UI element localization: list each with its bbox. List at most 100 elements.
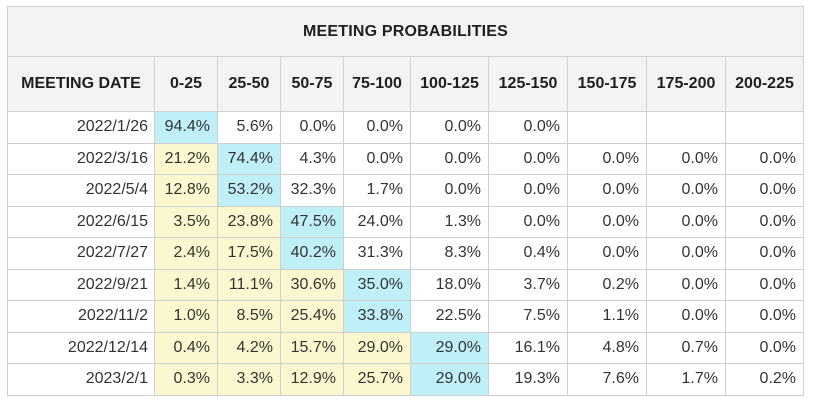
probability-cell: 11.1% bbox=[217, 268, 281, 301]
column-header-50-75: 50-75 bbox=[280, 56, 344, 112]
probability-cell: 0.0% bbox=[724, 237, 805, 270]
column-header-150-175: 150-175 bbox=[567, 56, 647, 112]
probability-cell: 5.6% bbox=[217, 111, 281, 144]
probability-cell: 8.5% bbox=[217, 300, 281, 333]
probability-cell: 0.0% bbox=[724, 300, 805, 333]
meeting-date-cell: 2022/12/14 bbox=[7, 331, 155, 364]
table-row: 2022/1/26 94.4% 5.6% 0.0% 0.0% 0.0% 0.0% bbox=[7, 111, 805, 144]
probability-cell: 0.0% bbox=[724, 205, 805, 238]
probability-cell: 40.2% bbox=[280, 237, 344, 270]
probability-cell: 29.0% bbox=[343, 331, 411, 364]
probability-cell: 0.0% bbox=[646, 300, 726, 333]
probabilities-table-container: MEETING PROBABILITIES MEETING DATE 0-25 2… bbox=[6, 6, 805, 396]
meeting-date-header: MEETING DATE bbox=[7, 56, 155, 112]
probability-cell: 0.3% bbox=[154, 363, 218, 396]
probability-cell: 0.0% bbox=[646, 237, 726, 270]
table-row: 2023/2/1 0.3% 3.3% 12.9% 25.7% 29.0% 19.3% 7.6%… bbox=[7, 363, 805, 396]
probability-cell: 0.0% bbox=[410, 142, 489, 175]
header-row: MEETING DATE 0-25 25-50 50-75 75-100 100-125… bbox=[7, 56, 805, 112]
probability-cell: 3.5% bbox=[154, 205, 218, 238]
probability-cell: 0.4% bbox=[488, 237, 568, 270]
meeting-date-cell: 2022/6/15 bbox=[7, 205, 155, 238]
title-row: MEETING PROBABILITIES bbox=[6, 6, 805, 57]
probability-cell: 12.9% bbox=[280, 363, 344, 396]
column-header-25-50: 25-50 bbox=[217, 56, 281, 112]
probability-cell: 12.8% bbox=[154, 174, 218, 207]
probability-cell: 25.4% bbox=[280, 300, 344, 333]
probability-cell: 1.3% bbox=[410, 205, 489, 238]
probability-cell: 1.1% bbox=[567, 300, 647, 333]
probability-cell: 0.4% bbox=[154, 331, 218, 364]
probability-cell: 1.7% bbox=[343, 174, 411, 207]
probability-cell: 0.0% bbox=[488, 142, 568, 175]
meeting-date-cell: 2022/11/2 bbox=[7, 300, 155, 333]
probability-cell: 23.8% bbox=[217, 205, 281, 238]
table-row: 2022/5/4 12.8% 53.2% 32.3% 1.7% 0.0% 0.0% 0.0% 0… bbox=[7, 174, 805, 207]
probability-cell: 94.4% bbox=[154, 111, 218, 144]
probability-cell bbox=[567, 111, 647, 144]
probability-cell: 1.7% bbox=[646, 363, 726, 396]
probability-cell: 0.0% bbox=[567, 205, 647, 238]
probability-cell: 0.0% bbox=[724, 174, 805, 207]
probability-cell: 0.7% bbox=[646, 331, 726, 364]
probability-cell: 21.2% bbox=[154, 142, 218, 175]
probability-cell: 0.0% bbox=[343, 142, 411, 175]
probability-cell: 0.0% bbox=[646, 142, 726, 175]
probability-cell: 7.6% bbox=[567, 363, 647, 396]
probability-cell: 47.5% bbox=[280, 205, 344, 238]
probability-cell: 4.3% bbox=[280, 142, 344, 175]
probability-cell: 0.0% bbox=[488, 111, 568, 144]
table-row: 2022/7/27 2.4% 17.5% 40.2% 31.3% 8.3% 0.4% 0.0%… bbox=[7, 237, 805, 270]
meeting-date-cell: 2022/5/4 bbox=[7, 174, 155, 207]
probability-cell: 29.0% bbox=[410, 363, 489, 396]
probability-cell: 0.0% bbox=[488, 205, 568, 238]
probability-cell: 18.0% bbox=[410, 268, 489, 301]
table-row: 2022/11/2 1.0% 8.5% 25.4% 33.8% 22.5% 7.5% 1.1%… bbox=[7, 300, 805, 333]
probability-cell: 1.4% bbox=[154, 268, 218, 301]
table-body: 2022/1/26 94.4% 5.6% 0.0% 0.0% 0.0% 0.0% 2022/3… bbox=[7, 111, 805, 396]
probability-cell: 0.0% bbox=[410, 111, 489, 144]
probability-cell: 30.6% bbox=[280, 268, 344, 301]
probability-cell: 3.7% bbox=[488, 268, 568, 301]
probability-cell: 22.5% bbox=[410, 300, 489, 333]
probability-cell: 1.0% bbox=[154, 300, 218, 333]
probability-cell: 4.2% bbox=[217, 331, 281, 364]
probability-cell: 53.2% bbox=[217, 174, 281, 207]
probability-cell: 0.0% bbox=[567, 142, 647, 175]
probability-cell: 4.8% bbox=[567, 331, 647, 364]
column-header-125-150: 125-150 bbox=[488, 56, 568, 112]
probability-cell: 24.0% bbox=[343, 205, 411, 238]
table-row: 2022/9/21 1.4% 11.1% 30.6% 35.0% 18.0% 3.7% 0.2… bbox=[7, 268, 805, 301]
probability-cell: 7.5% bbox=[488, 300, 568, 333]
probability-cell: 8.3% bbox=[410, 237, 489, 270]
table-row: 2022/12/14 0.4% 4.2% 15.7% 29.0% 29.0% 16.1% 4.… bbox=[7, 331, 805, 364]
probability-cell: 0.0% bbox=[646, 268, 726, 301]
column-header-175-200: 175-200 bbox=[646, 56, 726, 112]
table-title: MEETING PROBABILITIES bbox=[6, 6, 805, 57]
probability-cell: 0.0% bbox=[567, 174, 647, 207]
probability-cell: 0.0% bbox=[567, 237, 647, 270]
probability-cell: 35.0% bbox=[343, 268, 411, 301]
probability-cell: 33.8% bbox=[343, 300, 411, 333]
table-row: 2022/6/15 3.5% 23.8% 47.5% 24.0% 1.3% 0.0% 0.0%… bbox=[7, 205, 805, 238]
probability-cell: 0.2% bbox=[724, 363, 805, 396]
probability-cell: 0.0% bbox=[724, 268, 805, 301]
probability-cell: 0.0% bbox=[280, 111, 344, 144]
meeting-date-cell: 2022/9/21 bbox=[7, 268, 155, 301]
probability-cell: 3.3% bbox=[217, 363, 281, 396]
meeting-date-cell: 2022/3/16 bbox=[7, 142, 155, 175]
probability-cell: 17.5% bbox=[217, 237, 281, 270]
probability-cell: 0.0% bbox=[724, 331, 805, 364]
probability-cell: 0.0% bbox=[410, 174, 489, 207]
column-header-100-125: 100-125 bbox=[410, 56, 489, 112]
probability-cell: 0.0% bbox=[724, 142, 805, 175]
probability-cell: 0.0% bbox=[646, 174, 726, 207]
probability-cell: 0.0% bbox=[488, 174, 568, 207]
probability-cell: 19.3% bbox=[488, 363, 568, 396]
probability-cell: 74.4% bbox=[217, 142, 281, 175]
probability-cell: 29.0% bbox=[410, 331, 489, 364]
probability-cell: 2.4% bbox=[154, 237, 218, 270]
meeting-date-cell: 2022/1/26 bbox=[7, 111, 155, 144]
probability-cell: 31.3% bbox=[343, 237, 411, 270]
table-row: 2022/3/16 21.2% 74.4% 4.3% 0.0% 0.0% 0.0% 0.0% 0… bbox=[7, 142, 805, 175]
